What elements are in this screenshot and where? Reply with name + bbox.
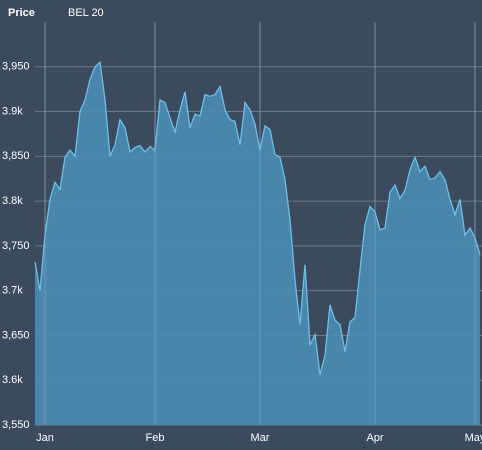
y-tick-label: 3.9k [2,105,23,117]
x-tick-label: May [465,432,482,444]
y-tick-label: 3.8k [2,195,23,207]
y-tick-label: 3,750 [2,240,30,252]
x-tick-label: Jan [36,432,54,444]
chart-title: Price [8,7,35,19]
y-tick-label: 3,650 [2,329,30,341]
chart-subtitle: BEL 20 [68,7,104,19]
area [35,62,480,426]
x-tick-label: Mar [251,432,270,444]
y-tick-label: 3,950 [2,61,30,73]
y-tick-label: 3,850 [2,150,30,162]
x-tick-label: Apr [366,432,383,444]
y-tick-label: 3.7k [2,285,23,297]
line [34,60,481,375]
y-tick-label: 3,550 [2,419,30,431]
x-tick-label: Feb [146,432,165,444]
y-tick-label: 3.6k [2,374,23,386]
